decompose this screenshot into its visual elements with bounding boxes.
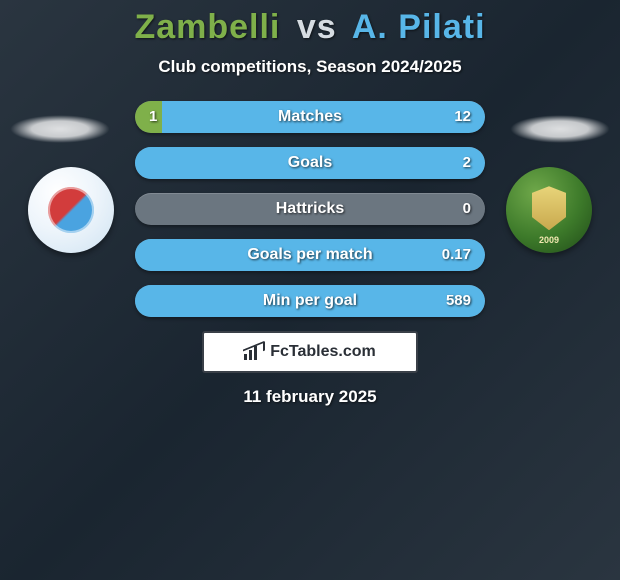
stat-value-right: 0.17 <box>442 239 471 271</box>
date-text: 11 february 2025 <box>0 387 620 407</box>
brand-text: FcTables.com <box>270 343 376 361</box>
vs-text: vs <box>297 8 337 46</box>
stat-value-right: 0 <box>463 193 471 225</box>
stat-label: Matches <box>135 101 485 133</box>
player2-shadow <box>510 115 610 143</box>
stats-region: Matches1 12 Goals2 Hattricks0 Goals per matc… <box>0 101 620 317</box>
player2-club-badge <box>506 167 592 253</box>
stat-value-left: 1 <box>149 101 157 133</box>
stat-value-right: 2 <box>463 147 471 179</box>
stats-list: Matches1 12 Goals2 Hattricks0 Goals per matc… <box>135 101 485 317</box>
stat-row: Goals2 <box>135 147 485 179</box>
player2-name: A. Pilati <box>352 8 486 46</box>
stat-row: Min per goal589 <box>135 285 485 317</box>
comparison-card: Zambelli vs A. Pilati Club competitions,… <box>0 0 620 407</box>
stat-value-right: 12 <box>454 101 471 133</box>
brand-box[interactable]: FcTables.com <box>202 331 418 373</box>
stat-label: Hattricks <box>135 193 485 225</box>
player1-shadow <box>10 115 110 143</box>
player1-name: Zambelli <box>134 8 280 46</box>
chart-icon <box>244 344 264 360</box>
subtitle: Club competitions, Season 2024/2025 <box>0 57 620 77</box>
stat-label: Goals <box>135 147 485 179</box>
player1-club-badge <box>28 167 114 253</box>
page-title: Zambelli vs A. Pilati <box>0 8 620 47</box>
stat-row: Goals per match0.17 <box>135 239 485 271</box>
stat-label: Min per goal <box>135 285 485 317</box>
stat-row: Matches1 12 <box>135 101 485 133</box>
stat-row: Hattricks0 <box>135 193 485 225</box>
stat-label: Goals per match <box>135 239 485 271</box>
stat-value-right: 589 <box>446 285 471 317</box>
